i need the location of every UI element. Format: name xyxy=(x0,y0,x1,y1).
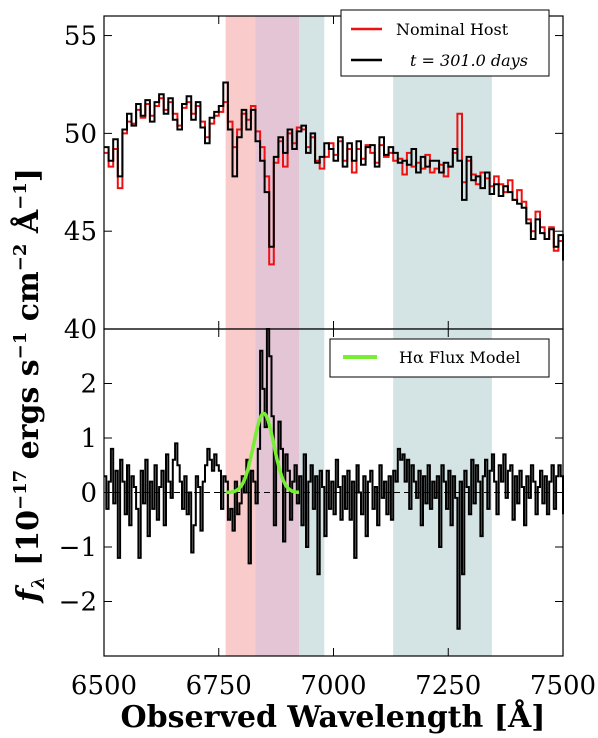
bottom-panel: −2 −1 0 1 2 6500 6750 7000 7250 7500 xyxy=(59,328,596,701)
x-tick-label: 7500 xyxy=(530,671,596,701)
y-tick-label: −1 xyxy=(59,533,97,563)
top-legend-frame xyxy=(340,9,550,77)
legend-label-epoch: t = 301.0 days xyxy=(410,51,528,70)
shaded-band xyxy=(299,16,325,329)
y-axis-title: fλ [10−17 ergs s−1 cm−2 Å−1] xyxy=(10,168,49,604)
shaded-band xyxy=(255,16,300,329)
x-tick-label: 7250 xyxy=(415,671,481,701)
y-tick-label: 40 xyxy=(64,315,97,345)
series-line xyxy=(104,81,564,261)
legend-label-nominal-host: Nominal Host xyxy=(396,20,509,39)
x-tick-label: 6500 xyxy=(71,671,137,701)
series-line xyxy=(104,97,564,266)
y-tick-label: 45 xyxy=(64,217,97,247)
y-tick-label: 2 xyxy=(80,370,97,400)
top-legend: Nominal Host t = 301.0 days xyxy=(340,9,550,77)
y-tick-label: 50 xyxy=(64,119,97,149)
x-axis-title: Observed Wavelength [Å] xyxy=(121,699,546,735)
y-tick-label: −2 xyxy=(59,588,97,618)
legend-label-halpha-model: Hα Flux Model xyxy=(399,348,520,367)
series-line xyxy=(225,411,300,495)
y-tick-label: 55 xyxy=(64,22,97,52)
series-line xyxy=(104,328,564,630)
bottom-legend: Hα Flux Model xyxy=(329,338,550,378)
shaded-band xyxy=(225,16,256,329)
x-tick-label: 6750 xyxy=(186,671,252,701)
y-tick-label: 0 xyxy=(80,479,97,509)
x-tick-label: 7000 xyxy=(300,671,366,701)
y-tick-label: 1 xyxy=(80,424,97,454)
